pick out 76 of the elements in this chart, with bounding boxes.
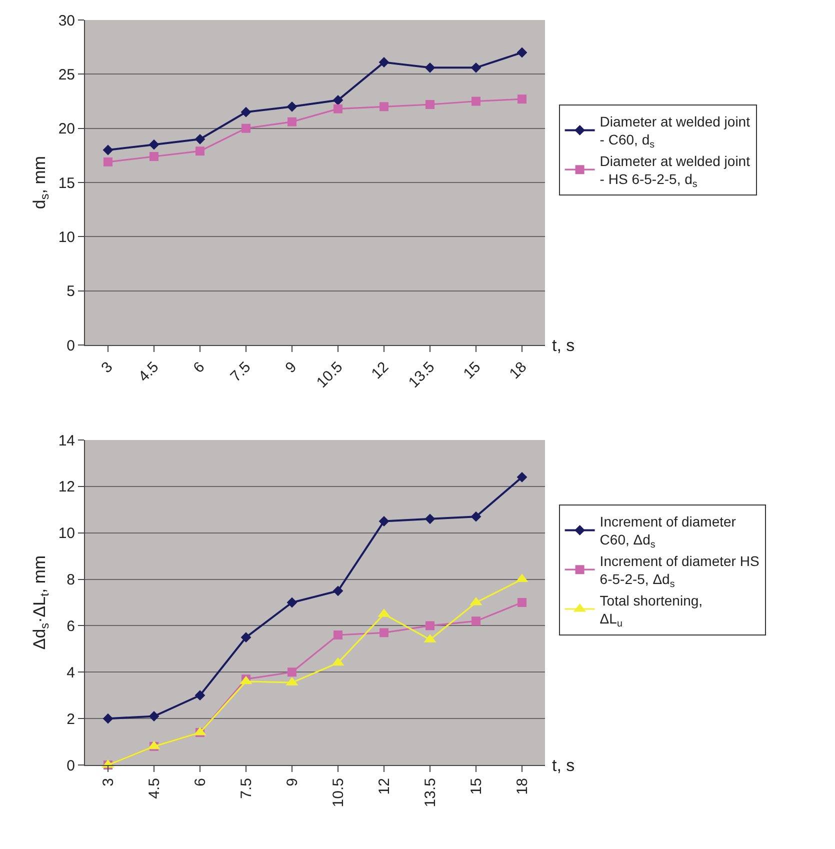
x-tick-label: 15 [468,778,485,795]
point [380,102,388,112]
point [516,472,528,482]
y-tick-label: 14 [58,432,75,450]
point [288,668,296,677]
point [332,94,344,106]
point [148,711,160,722]
point [104,157,112,166]
point [194,690,206,701]
point [332,586,344,596]
y-tick-label: 20 [58,120,75,138]
point [378,516,390,526]
x-tick-label: 12 [368,358,392,382]
point [472,616,480,626]
point [240,632,252,643]
x-tick-label: 7.5 [238,778,255,799]
x-axis-title: t, s [552,336,575,355]
x-tick-label: 15 [460,358,484,382]
point [334,104,342,114]
point [470,62,482,73]
x-tick-label: 13.5 [422,778,439,808]
point [148,139,160,150]
y-tick-label: 2 [66,710,75,728]
point [240,106,252,118]
point [518,94,526,104]
x-tick-label: 3 [98,358,116,377]
point [242,124,250,133]
point [194,134,206,144]
point [426,100,434,109]
y-tick-label: 5 [66,283,75,300]
y-tick-label: 6 [66,618,75,635]
point [426,621,434,630]
point [334,630,342,640]
point [102,713,114,724]
point [518,598,526,607]
point [286,101,298,112]
x-tick-label: 9 [282,358,300,377]
x-tick-label: 10.5 [330,778,347,808]
point [470,511,482,522]
y-tick-label: 0 [66,757,75,774]
y-tick-label: 12 [58,478,75,496]
x-tick-label: 6 [190,358,208,377]
point [472,96,480,106]
point [286,597,298,608]
legend-label: Diameter at welded joint - C60, d$_{s}$ [600,114,750,151]
y-tick-label: 10 [58,228,75,246]
legend-label: Diameter at welded joint - HS 6-5-2-5, d$_{s}$ [600,152,750,190]
point [378,57,390,68]
legend-label: Increment of diameter HS 6-5-2-5, Δd$_{s}$ [600,552,760,590]
point [102,144,114,156]
x-tick-label: 18 [506,358,530,382]
x-tick-label: 6 [192,778,209,786]
point [424,62,436,73]
legend-label: Total shortening, ΔL$_{u}$ [600,592,703,630]
x-tick-label: 18 [514,778,531,795]
point [424,514,436,524]
y-tick-label: 0 [66,337,75,354]
y-tick-label: 25 [58,66,75,84]
y-tick-label: 10 [58,525,75,542]
x-tick-label: 3 [100,778,117,786]
point [516,47,528,58]
y-tick-label: 8 [66,572,75,589]
x-tick-label: 4.5 [146,778,163,799]
legend-label: Increment of diameter C60, Δd$_{s}$ [600,514,736,551]
x-tick-label: 7.5 [227,358,254,386]
x-tick-label: 9 [284,778,301,786]
x-tick-label: 12 [376,778,393,795]
x-tick-label: 4.5 [135,358,162,386]
y-tick-label: 4 [66,664,75,682]
y-tick-label: 15 [58,174,75,192]
x-axis-title: t, s [552,756,575,775]
y-tick-label: 30 [58,12,75,30]
point [150,152,158,161]
point [288,117,296,126]
point [380,628,388,638]
point [196,146,204,156]
